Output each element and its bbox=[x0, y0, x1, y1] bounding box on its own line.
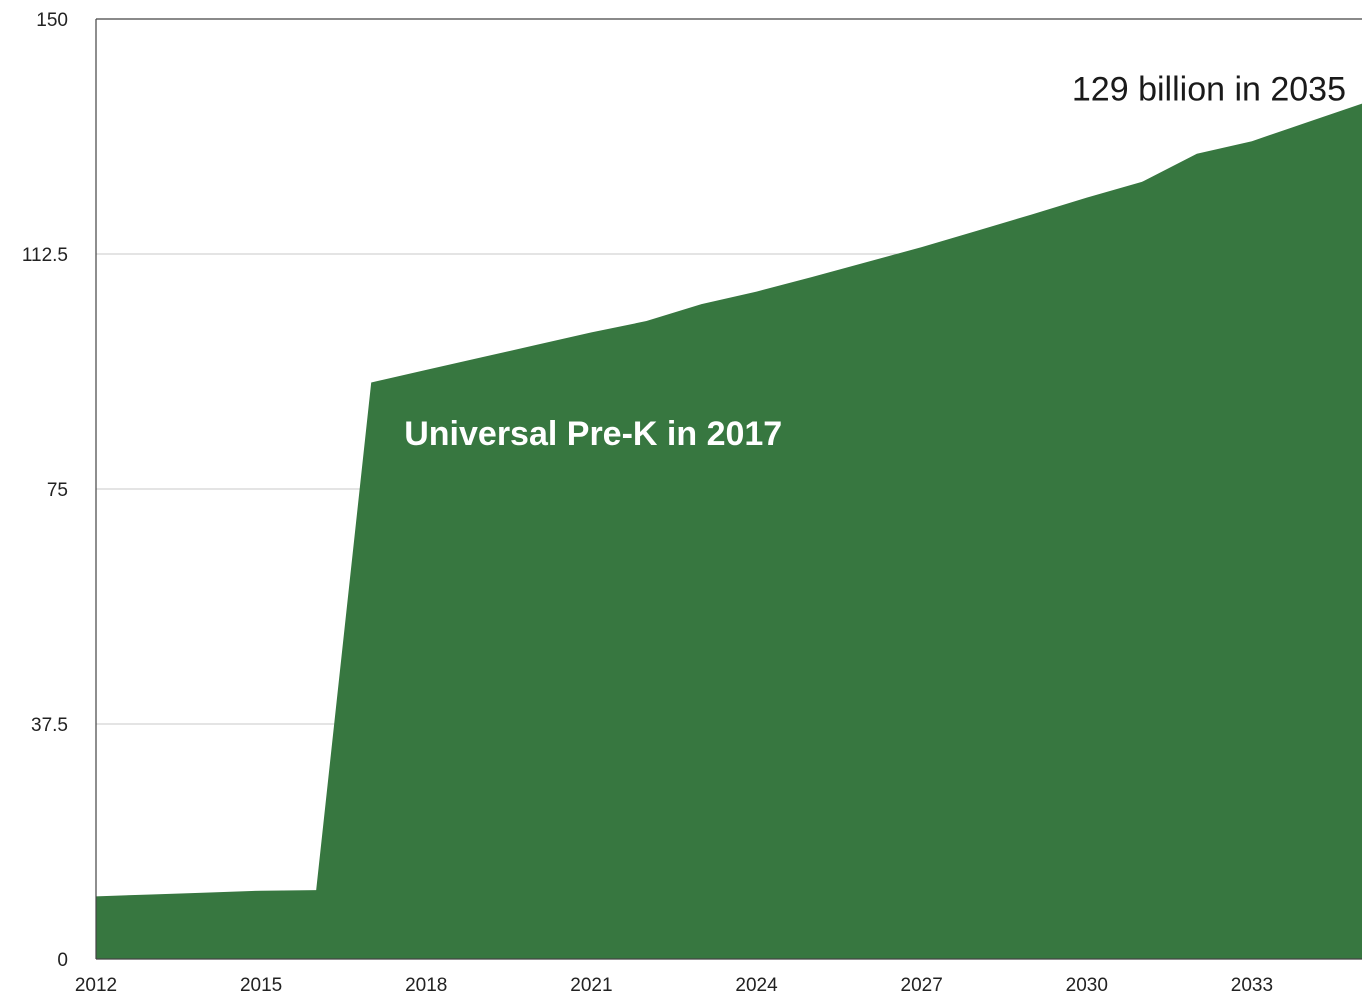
x-tick-label-3: 2021 bbox=[570, 975, 612, 996]
y-tick-label-0: 0 bbox=[57, 950, 68, 971]
y-tick-label-1: 37.5 bbox=[31, 715, 68, 736]
x-tick-label-2: 2018 bbox=[405, 975, 447, 996]
x-tick-label-0: 2012 bbox=[75, 975, 117, 996]
series-area-0 bbox=[96, 103, 1362, 960]
series-area-layer bbox=[96, 103, 1362, 960]
annotation-0: 129 billion in 2035 bbox=[1072, 70, 1346, 108]
annotation-1: Universal Pre-K in 2017 bbox=[404, 415, 782, 453]
y-tick-label-2: 75 bbox=[47, 480, 68, 501]
plot-frame bbox=[95, 18, 1362, 960]
annotations: 129 billion in 2035 Universal Pre-K in 20… bbox=[404, 70, 1346, 453]
x-tick-label-7: 2033 bbox=[1231, 975, 1273, 996]
x-axis-tick-labels: 2012 2015 2018 2021 2024 2027 2030 2033 bbox=[75, 975, 1273, 996]
y-tick-label-4: 150 bbox=[36, 10, 68, 31]
x-tick-label-5: 2027 bbox=[901, 975, 943, 996]
x-tick-label-1: 2015 bbox=[240, 975, 282, 996]
y-tick-label-3: 112.5 bbox=[22, 245, 68, 266]
y-axis-tick-labels: 0 37.5 75 112.5 150 bbox=[22, 10, 68, 971]
x-tick-label-4: 2024 bbox=[735, 975, 778, 996]
x-tick-label-6: 2030 bbox=[1066, 975, 1108, 996]
